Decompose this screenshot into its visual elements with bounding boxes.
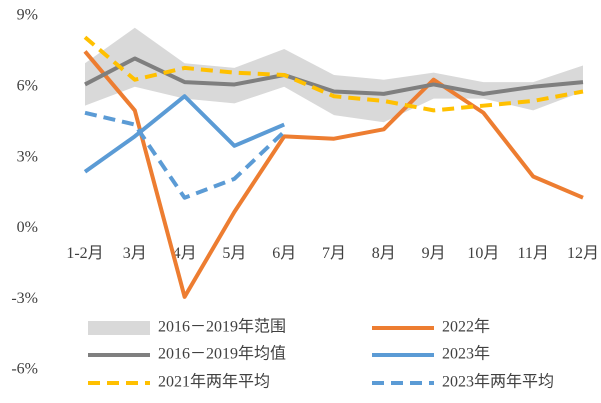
x-tick-label: 4月 [173, 245, 197, 262]
legend-label: 2022年 [442, 318, 490, 336]
y-tick-label: 3% [17, 148, 38, 165]
x-tick-label: 11月 [517, 245, 548, 262]
legend-label: 2023年 [442, 345, 490, 363]
x-tick-label: 10月 [467, 245, 499, 262]
legend-label: 2016－2019年范围 [158, 318, 286, 336]
legend-label: 2023年两年平均 [442, 373, 554, 391]
range-band [85, 27, 583, 123]
x-tick-label: 5月 [222, 245, 246, 262]
x-tick-label: 6月 [272, 245, 296, 262]
x-tick-label: 8月 [372, 245, 396, 262]
y-tick-label: 0% [17, 219, 38, 236]
series-line [83, 35, 584, 113]
series-line [83, 50, 584, 299]
legend-label: 2016－2019年均值 [158, 345, 286, 363]
series-line [83, 94, 285, 174]
legend-label: 2021年两年平均 [158, 373, 270, 391]
series-line [84, 110, 286, 200]
series-line [84, 56, 584, 96]
x-tick-label: 1-2月 [66, 245, 103, 262]
x-tick-label: 12月 [567, 245, 599, 262]
y-tick-label: -3% [11, 290, 38, 307]
y-tick-label: 9% [17, 7, 38, 24]
x-tick-label: 9月 [422, 245, 446, 262]
y-tick-label: 6% [17, 77, 38, 94]
legend-swatch [88, 321, 150, 335]
x-tick-label: 7月 [322, 245, 346, 262]
x-tick-label: 3月 [123, 245, 147, 262]
y-tick-label: -6% [11, 361, 38, 378]
